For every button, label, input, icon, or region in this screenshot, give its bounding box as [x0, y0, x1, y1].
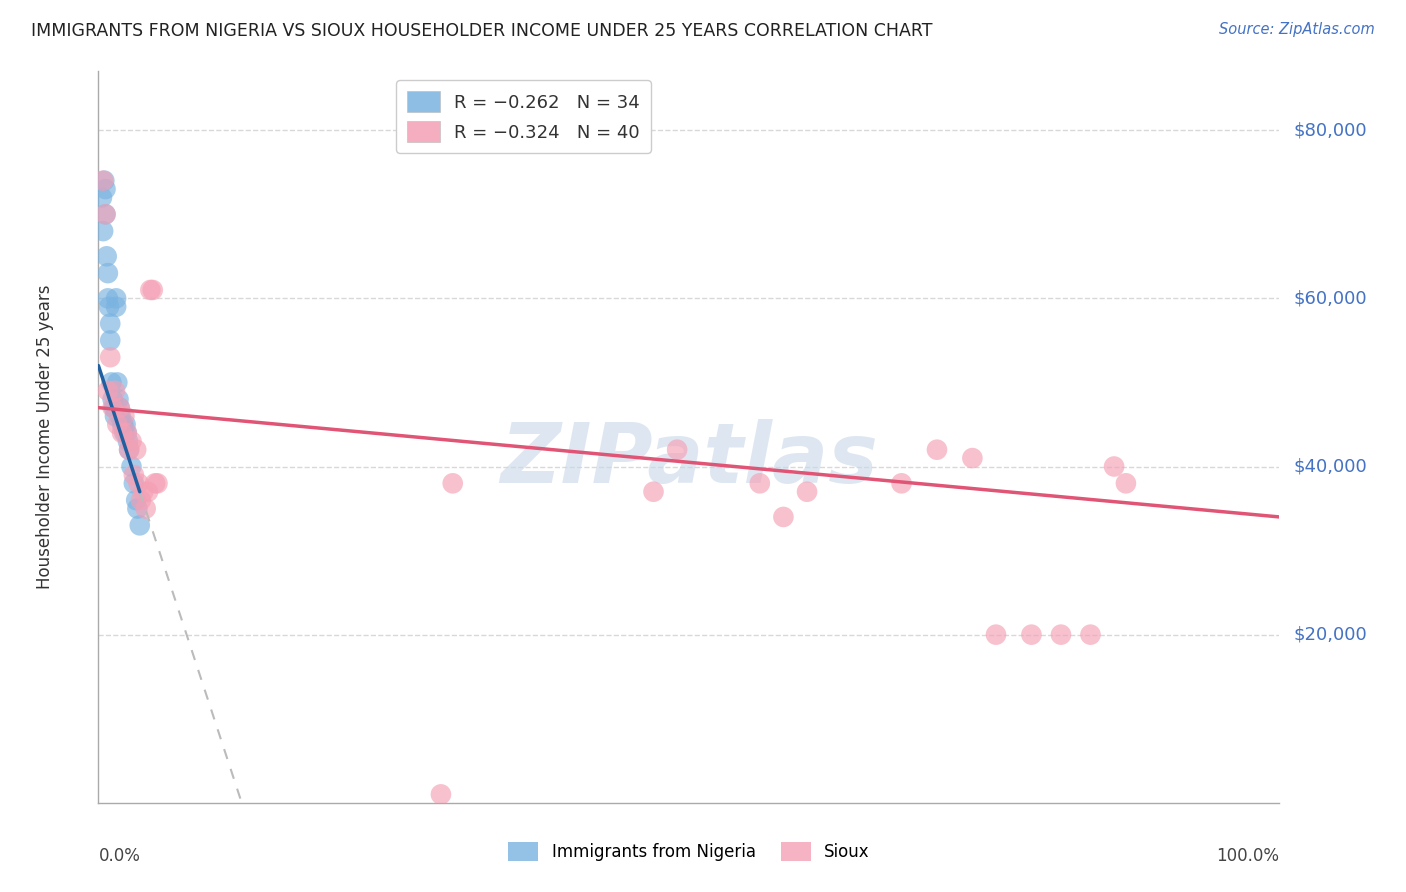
Point — [98, 350, 121, 364]
Text: $40,000: $40,000 — [1294, 458, 1367, 475]
Point — [93, 174, 115, 188]
Point — [125, 493, 148, 508]
Point — [97, 384, 120, 398]
Point — [128, 476, 150, 491]
Point — [796, 484, 818, 499]
Point — [97, 291, 120, 305]
Point — [105, 300, 128, 314]
Text: 0.0%: 0.0% — [98, 847, 141, 864]
Point — [96, 249, 118, 263]
Point — [666, 442, 689, 457]
Point — [136, 484, 159, 499]
Point — [118, 442, 141, 457]
Point — [94, 182, 117, 196]
Point — [105, 417, 128, 432]
Text: ZIPatlas: ZIPatlas — [501, 418, 877, 500]
Text: Source: ZipAtlas.com: Source: ZipAtlas.com — [1219, 22, 1375, 37]
Point — [121, 459, 143, 474]
Point — [108, 409, 131, 423]
Point — [101, 392, 124, 407]
Point — [114, 417, 136, 432]
Point — [925, 442, 948, 457]
Point — [121, 434, 143, 449]
Point — [94, 207, 117, 221]
Point — [962, 451, 984, 466]
Point — [1050, 627, 1073, 641]
Point — [1080, 627, 1102, 641]
Text: 100.0%: 100.0% — [1216, 847, 1279, 864]
Point — [101, 401, 124, 415]
Point — [135, 501, 157, 516]
Point — [122, 476, 145, 491]
Point — [112, 417, 135, 432]
Point — [103, 401, 125, 415]
Point — [643, 484, 665, 499]
Point — [430, 788, 453, 802]
Point — [125, 442, 148, 457]
Point — [105, 376, 128, 390]
Point — [105, 291, 128, 305]
Point — [91, 174, 114, 188]
Point — [748, 476, 770, 491]
Point — [132, 484, 155, 499]
Point — [111, 425, 134, 440]
Text: IMMIGRANTS FROM NIGERIA VS SIOUX HOUSEHOLDER INCOME UNDER 25 YEARS CORRELATION C: IMMIGRANTS FROM NIGERIA VS SIOUX HOUSEHO… — [31, 22, 932, 40]
Point — [146, 476, 169, 491]
Point — [984, 627, 1007, 641]
Text: Householder Income Under 25 years: Householder Income Under 25 years — [37, 285, 55, 590]
Point — [110, 409, 132, 423]
Legend: Immigrants from Nigeria, Sioux: Immigrants from Nigeria, Sioux — [502, 835, 876, 868]
Point — [129, 493, 152, 508]
Point — [104, 409, 127, 423]
Point — [104, 384, 127, 398]
Point — [98, 317, 121, 331]
Point — [142, 283, 165, 297]
Point — [117, 434, 139, 449]
Point — [91, 190, 114, 204]
Point — [100, 376, 122, 390]
Point — [91, 224, 114, 238]
Point — [94, 207, 117, 221]
Point — [128, 518, 150, 533]
Point — [115, 425, 138, 440]
Point — [107, 392, 129, 407]
Point — [118, 442, 141, 457]
Point — [111, 417, 134, 432]
Point — [108, 401, 131, 415]
Point — [97, 266, 120, 280]
Point — [139, 283, 162, 297]
Point — [108, 401, 131, 415]
Point — [1102, 459, 1125, 474]
Point — [143, 476, 166, 491]
Point — [1021, 627, 1043, 641]
Point — [122, 467, 145, 482]
Text: $20,000: $20,000 — [1294, 625, 1367, 644]
Point — [98, 300, 121, 314]
Point — [112, 425, 135, 440]
Point — [1115, 476, 1137, 491]
Point — [890, 476, 912, 491]
Text: $80,000: $80,000 — [1294, 121, 1367, 139]
Point — [98, 334, 121, 348]
Point — [115, 425, 138, 440]
Point — [441, 476, 464, 491]
Point — [112, 409, 135, 423]
Point — [127, 501, 149, 516]
Point — [772, 510, 794, 524]
Text: $60,000: $60,000 — [1294, 289, 1367, 308]
